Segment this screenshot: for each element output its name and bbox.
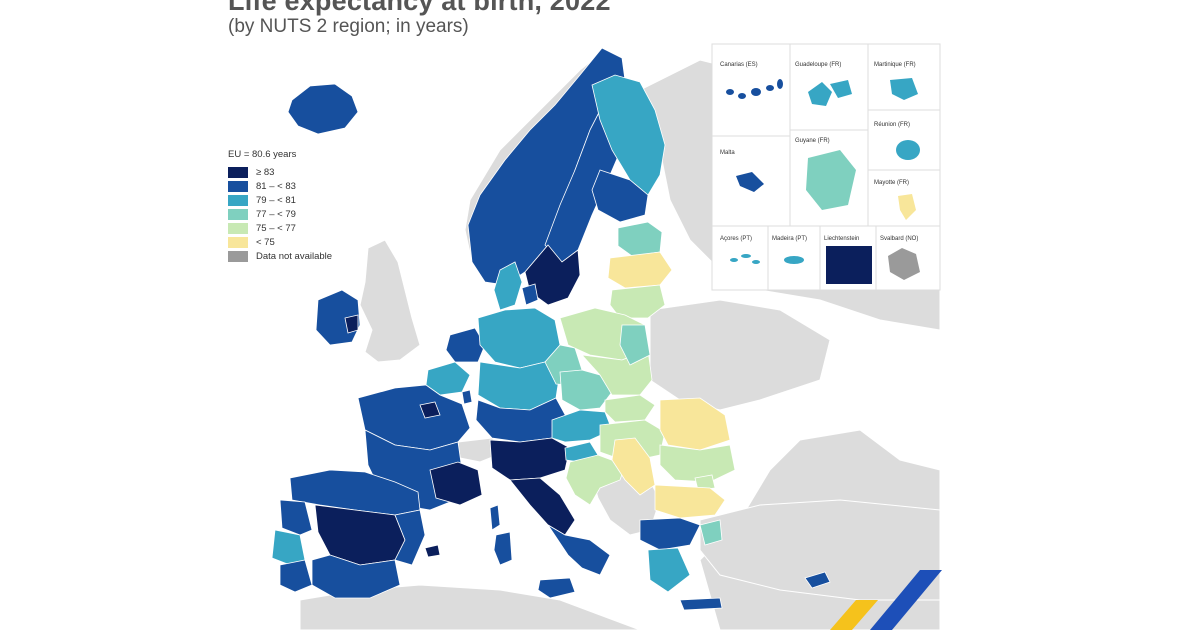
map-title: Life expectancy at birth, 2022 <box>228 0 611 16</box>
legend-swatch <box>228 236 248 248</box>
region-italy-south <box>547 524 611 576</box>
inset-label-mayotte: Mayotte (FR) <box>874 180 909 186</box>
inset-mayotte <box>898 194 916 220</box>
region-greece-north <box>639 517 701 551</box>
legend-item: 81 – < 83 <box>228 179 332 193</box>
region-slovakia <box>604 394 656 423</box>
region-crete <box>679 597 723 611</box>
inset-acores <box>730 254 760 264</box>
inset-guyane <box>806 150 856 210</box>
legend-label: 77 – < 79 <box>256 208 296 220</box>
region-estonia <box>617 221 663 257</box>
inset-malta <box>736 172 764 192</box>
map-subtitle: (by NUTS 2 region; in years) <box>228 16 469 37</box>
region-paris <box>419 401 441 419</box>
inset-reunion <box>896 140 920 160</box>
legend-item: < 75 <box>228 235 332 249</box>
region-greece-islands <box>699 519 723 546</box>
legend-swatch <box>228 250 248 262</box>
brand-accent <box>830 570 942 630</box>
region-spain-south <box>311 554 401 599</box>
region-latvia <box>607 251 673 289</box>
inset-svalbard <box>888 248 920 280</box>
legend-item: 77 – < 79 <box>228 207 332 221</box>
region-iceland <box>287 83 359 135</box>
inset-label-martinique: Martinique (FR) <box>874 62 916 68</box>
region-netherlands <box>445 327 486 363</box>
inset-panel: Canarias (ES) Guadeloupe (FR) Martinique… <box>711 43 941 291</box>
inset-madeira <box>784 256 804 264</box>
legend-label: ≥ 83 <box>256 166 275 178</box>
legend-label: Data not available <box>256 250 333 262</box>
inset-label-canarias: Canarias (ES) <box>720 62 758 68</box>
region-romania-north <box>659 397 731 451</box>
region-sicily <box>537 577 576 599</box>
inset-label-madeira: Madeira (PT) <box>772 236 807 242</box>
legend-label: < 75 <box>256 236 275 248</box>
legend-label: 75 – < 77 <box>256 222 296 234</box>
region-finland-north <box>591 74 666 196</box>
region-sardinia <box>493 531 513 566</box>
legend-swatch <box>228 208 248 220</box>
region-portugal-north <box>279 499 313 536</box>
region-croatia <box>565 454 626 506</box>
region-balearics <box>424 544 441 558</box>
inset-label-guyane: Guyane (FR) <box>795 138 830 144</box>
region-cyprus <box>804 571 831 589</box>
inset-guadeloupe <box>808 80 852 106</box>
inset-liechtenstein <box>826 246 872 284</box>
legend-swatch <box>228 166 248 178</box>
inset-label-guadeloupe: Guadeloupe (FR) <box>795 62 841 68</box>
region-corsica <box>489 504 501 531</box>
legend-swatch <box>228 222 248 234</box>
legend-label: 81 – < 83 <box>256 180 296 192</box>
region-denmark <box>493 261 523 311</box>
region-italy-north <box>489 437 571 481</box>
inset-label-svalbard: Svalbard (NO) <box>880 236 918 242</box>
region-italy-central <box>509 477 576 536</box>
legend-item: 79 – < 81 <box>228 193 332 207</box>
region-balkan-yellow <box>611 437 656 496</box>
inset-canarias <box>726 79 783 99</box>
region-luxembourg <box>461 389 473 405</box>
region-finland-south <box>591 169 649 223</box>
map-legend: EU = 80.6 years ≥ 83 81 – < 83 79 – < 81… <box>228 149 332 263</box>
legend-label: 79 – < 81 <box>256 194 296 206</box>
region-dublin <box>344 314 359 334</box>
region-denmark-zealand <box>521 283 539 306</box>
region-portugal-centre <box>271 529 306 566</box>
region-poland-east <box>619 324 651 366</box>
region-bucharest <box>694 474 716 491</box>
inset-martinique <box>890 78 918 100</box>
inset-label-liechtenstein: Liechtenstein <box>824 236 859 242</box>
region-spain-east <box>394 509 426 566</box>
region-romania-central <box>659 444 736 483</box>
inset-label-acores: Açores (PT) <box>720 236 752 242</box>
legend-item: ≥ 83 <box>228 165 332 179</box>
legend-swatch <box>228 194 248 206</box>
legend-title: EU = 80.6 years <box>228 149 297 160</box>
region-greece-central <box>647 547 691 593</box>
region-portugal-south <box>279 559 313 593</box>
region-france-southeast <box>429 461 483 506</box>
inset-label-reunion: Réunion (FR) <box>874 122 910 128</box>
region-lithuania <box>609 284 666 319</box>
legend-item: 75 – < 77 <box>228 221 332 235</box>
region-bulgaria <box>654 484 726 519</box>
inset-label-malta: Malta <box>720 150 735 156</box>
legend-swatch <box>228 180 248 192</box>
legend-item: Data not available <box>228 249 332 263</box>
